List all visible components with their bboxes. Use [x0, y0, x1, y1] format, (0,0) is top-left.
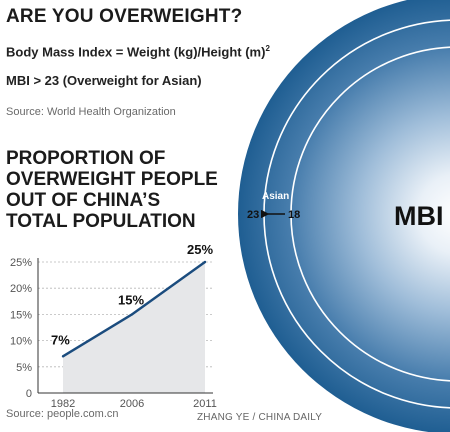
y-tick-label: 0	[26, 388, 32, 400]
y-tick-label: 5%	[16, 362, 32, 374]
data-point	[61, 355, 65, 358]
credit-line: ZHANG YE / CHINA DAILY	[197, 412, 323, 423]
bmi-big-label: MBI	[394, 201, 444, 231]
data-point	[130, 313, 134, 316]
y-tick-label: 10%	[10, 336, 32, 348]
chart-title-line-4: TOTAL POPULATION	[6, 211, 196, 232]
chart-title: PROPORTION OF OVERWEIGHT PEOPLE OUT OF C…	[6, 148, 236, 232]
y-tick-label: 25%	[10, 257, 32, 269]
bmi-outer-disc	[238, 0, 450, 432]
bmi-formula: Body Mass Index = Weight (kg)/Height (m)…	[6, 44, 270, 59]
bmi-ring-general	[290, 46, 450, 382]
source-who: Source: World Health Organization	[6, 106, 176, 118]
chart-title-line-3: OUT OF CHINA’S	[6, 190, 161, 211]
asian-threshold-value: 23	[247, 209, 259, 221]
x-tick-label: 1982	[51, 398, 75, 410]
bmi-formula-text: Body Mass Index = Weight (kg)/Height (m)	[6, 44, 266, 60]
data-label: 15%	[118, 292, 144, 307]
infographic-title: ARE YOU OVERWEIGHT?	[6, 6, 243, 27]
general-threshold-value: 18	[288, 209, 300, 221]
bmi-threshold-note: MBI > 23 (Overweight for Asian)	[6, 73, 202, 88]
source-people: Source: people.com.cn	[6, 408, 119, 420]
x-tick-label: 2011	[193, 398, 217, 410]
formula-exponent: 2	[265, 44, 270, 53]
data-label: 25%	[187, 242, 213, 257]
data-point	[203, 260, 207, 264]
chart-title-line-2: OVERWEIGHT PEOPLE	[6, 169, 218, 190]
data-label: 7%	[51, 332, 70, 347]
y-tick-label: 20%	[10, 283, 32, 295]
chart-title-line-1: PROPORTION OF	[6, 148, 166, 169]
area-fill	[63, 262, 205, 393]
y-tick-label: 15%	[10, 309, 32, 321]
asian-label: Asian	[262, 191, 289, 202]
x-tick-label: 2006	[120, 398, 144, 410]
